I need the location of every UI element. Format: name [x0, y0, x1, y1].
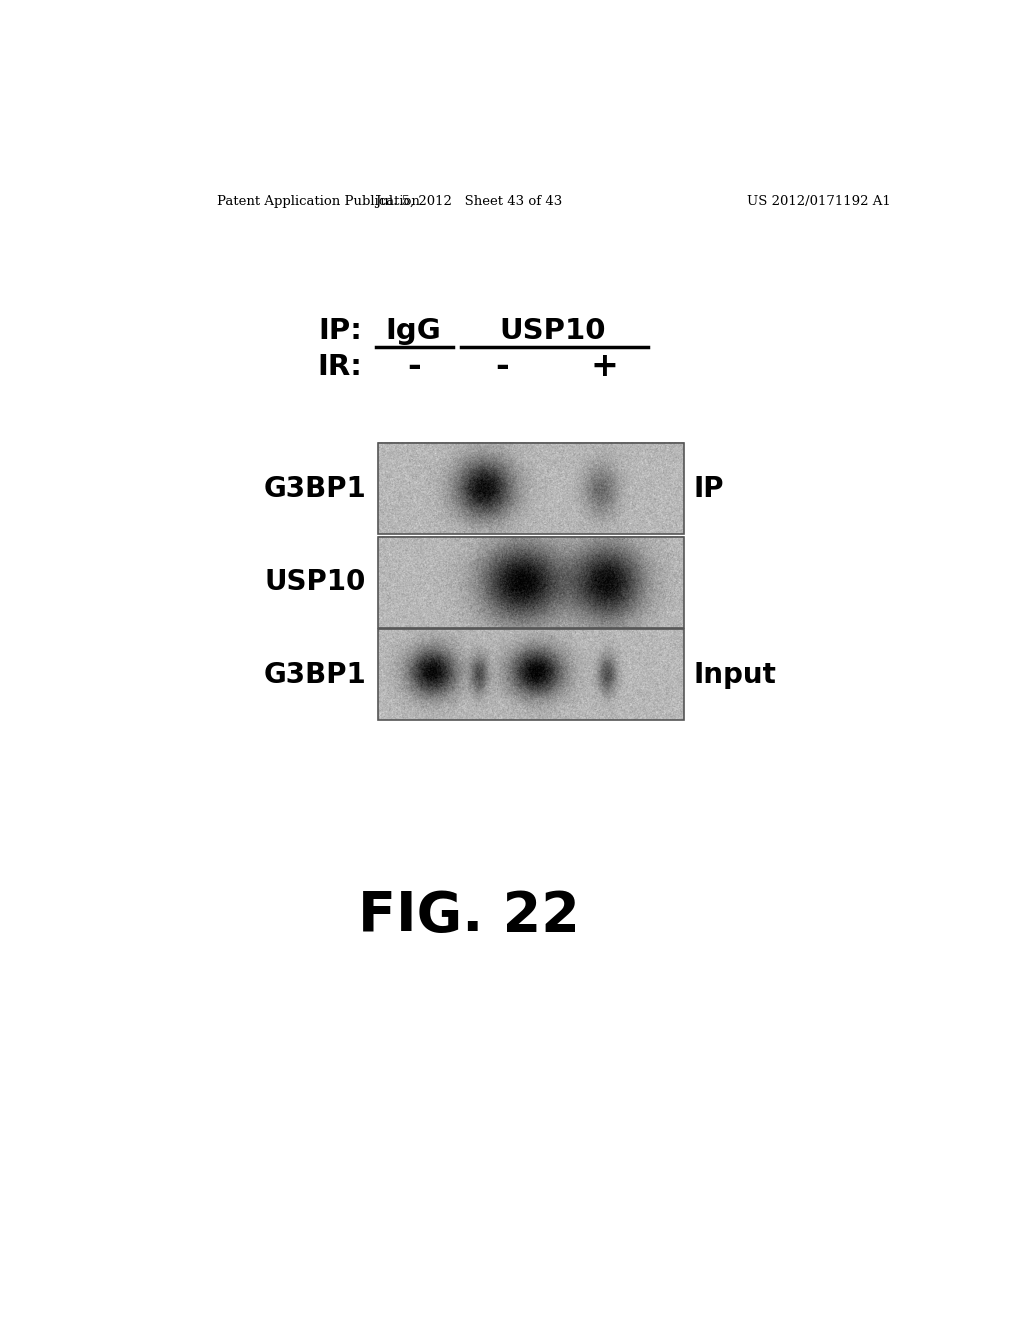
Text: -: -	[496, 350, 510, 383]
Bar	[378, 536, 684, 628]
Text: USP10: USP10	[500, 317, 606, 346]
Text: +: +	[590, 350, 618, 383]
Text: IP: IP	[693, 475, 724, 503]
Text: G3BP1: G3BP1	[263, 661, 367, 689]
Text: -: -	[407, 350, 421, 383]
Text: IP:: IP:	[318, 317, 362, 346]
Text: Input: Input	[693, 661, 776, 689]
Text: FIG. 22: FIG. 22	[358, 888, 581, 942]
Text: Jul. 5, 2012   Sheet 43 of 43: Jul. 5, 2012 Sheet 43 of 43	[376, 194, 563, 207]
Text: IgG: IgG	[386, 317, 441, 346]
Text: G3BP1: G3BP1	[263, 475, 367, 503]
Bar	[378, 444, 684, 535]
Bar	[378, 630, 684, 721]
Text: US 2012/0171192 A1: US 2012/0171192 A1	[746, 194, 890, 207]
Text: IR:: IR:	[317, 352, 362, 380]
Text: Patent Application Publication: Patent Application Publication	[217, 194, 420, 207]
Text: USP10: USP10	[265, 568, 367, 597]
